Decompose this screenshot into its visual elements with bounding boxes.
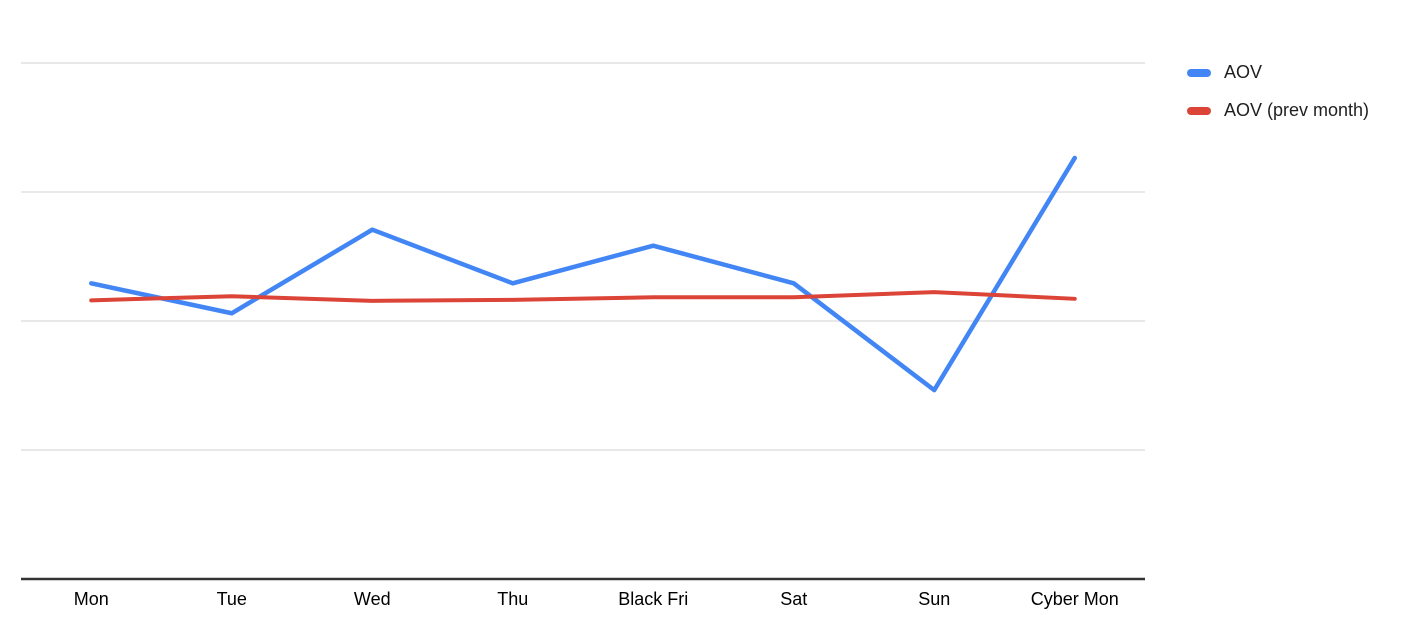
x-axis-label: Black Fri [618,589,689,609]
legend-item-aov-prev-month[interactable]: AOV (prev month) [1187,100,1369,121]
x-axis-label: Tue [216,589,247,609]
x-axis-label: Thu [497,589,529,609]
legend-swatch-aov-icon [1187,68,1211,77]
legend: AOV AOV (prev month) [1187,62,1369,121]
series-line-1 [89,290,1077,303]
x-axis: Mon Tue Wed Thu Black Fri Sat Sun Cyber Mon [0,589,1418,619]
x-axis-label: Cyber Mon [1030,589,1119,609]
x-axis-label: Wed [353,589,391,609]
x-axis-label: Sat [780,589,808,609]
legend-label-aov-prev-month: AOV (prev month) [1224,100,1370,120]
legend-swatch-aov-prev-month-icon [1187,106,1211,115]
x-axis-label: Mon [73,589,109,609]
legend-item-aov[interactable]: AOV [1187,62,1369,83]
series-line-0 [89,155,1077,393]
legend-label-aov: AOV [1224,62,1263,82]
x-axis-label: Sun [918,589,951,609]
